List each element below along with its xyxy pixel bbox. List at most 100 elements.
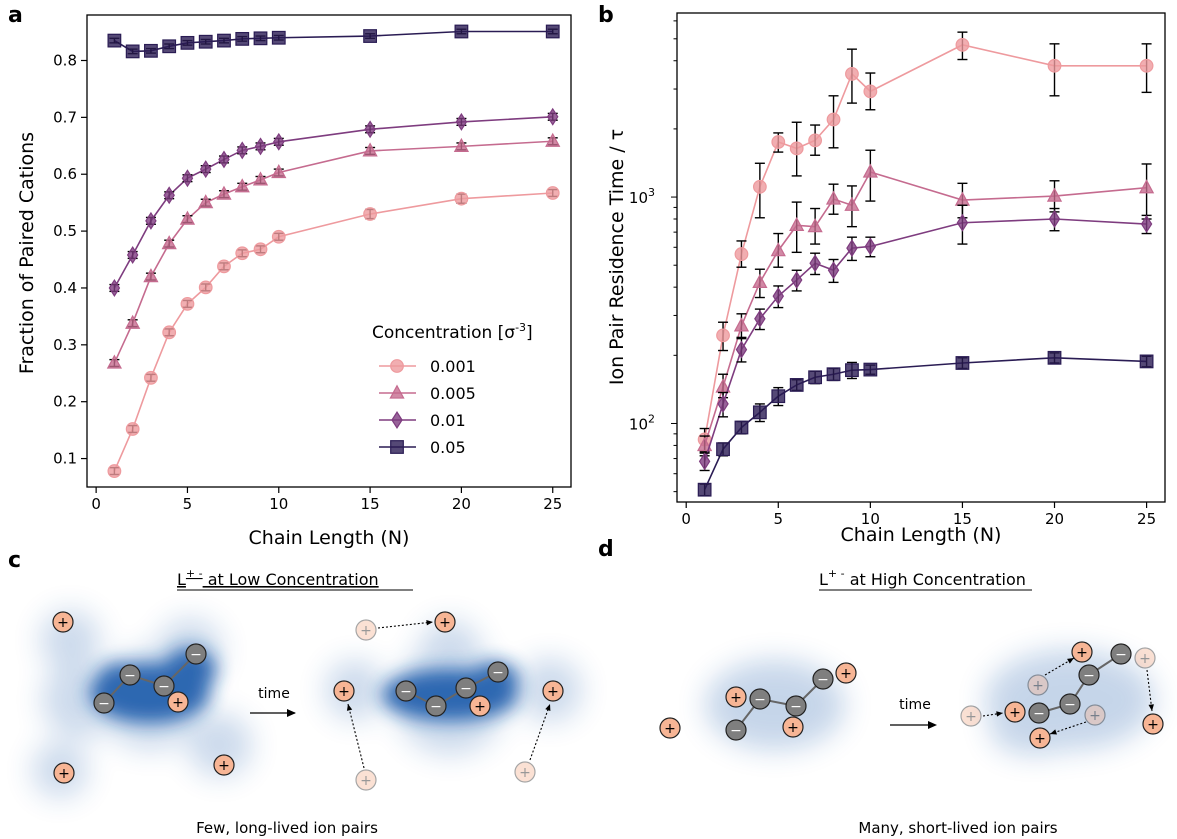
anion: − xyxy=(749,688,771,710)
ion-circle xyxy=(53,762,75,784)
data-point xyxy=(716,328,730,343)
data-point xyxy=(862,163,878,178)
minus-sign: − xyxy=(98,696,110,712)
ion-circle xyxy=(835,662,857,684)
data-point xyxy=(125,314,141,329)
ion-circle xyxy=(514,761,536,783)
y-tick-label: 0.4 xyxy=(53,279,77,297)
legend-marker xyxy=(389,384,405,399)
data-point xyxy=(198,194,214,209)
cation: + xyxy=(659,717,681,739)
series-line xyxy=(113,115,553,289)
chart-a-y-label: Fraction of Paired Cations xyxy=(16,132,38,374)
data-point xyxy=(863,84,878,99)
ion-circle xyxy=(542,680,564,702)
x-tick-label: 15 xyxy=(953,510,972,528)
plus-sign: + xyxy=(1139,651,1151,667)
minus-sign: − xyxy=(790,699,802,715)
series-0.05 xyxy=(107,24,560,59)
ion-circle xyxy=(812,668,834,690)
minus-sign: − xyxy=(190,647,202,663)
minus-sign: − xyxy=(817,672,829,688)
cation: + xyxy=(1134,647,1156,669)
anion: − xyxy=(185,643,207,665)
series-line xyxy=(703,171,1147,446)
data-point xyxy=(108,278,121,297)
ion-circle xyxy=(725,719,747,741)
plus-sign: + xyxy=(519,765,531,781)
series-0.001 xyxy=(697,31,1154,453)
series-0.01 xyxy=(698,204,1153,472)
data-point xyxy=(771,135,786,149)
data-point xyxy=(271,164,287,179)
ion-circle xyxy=(1110,643,1132,665)
anion: − xyxy=(725,719,747,741)
anion: − xyxy=(425,695,447,717)
ion-circle xyxy=(153,675,175,697)
cation: + xyxy=(960,705,982,727)
arrowhead xyxy=(1050,729,1057,735)
ion-circle xyxy=(1078,664,1100,686)
data-point xyxy=(1046,187,1063,202)
data-point xyxy=(362,142,378,157)
cation: + xyxy=(434,611,456,633)
minus-sign: − xyxy=(754,692,766,708)
ion-circle xyxy=(1029,727,1051,749)
chart-a-ticks: 0 5 10 15 20 25 0.1 0.2 0.3 0.4 0.5 0.6 0.7 0.8 xyxy=(53,51,562,513)
data-point xyxy=(217,259,231,274)
minus-sign: − xyxy=(492,665,504,681)
series-0.005 xyxy=(106,132,561,369)
data-point xyxy=(453,137,470,153)
ion-circle xyxy=(1134,647,1156,669)
polymer-chain xyxy=(103,653,197,704)
ion-circle xyxy=(659,717,681,739)
plus-sign: + xyxy=(218,758,230,774)
plus-sign: + xyxy=(664,721,676,737)
data-point xyxy=(179,210,196,225)
legend-entries: 0.001 0.005 0.01 0.05 xyxy=(379,357,476,457)
dashed-arrow xyxy=(529,703,551,761)
ion-circle xyxy=(425,695,447,717)
ion-circle xyxy=(487,661,509,683)
chart-b-x-label: Chain Length (N) xyxy=(841,524,1002,546)
arrowhead xyxy=(346,704,353,711)
cation: + xyxy=(469,695,491,717)
ion-circle xyxy=(1071,641,1093,663)
ion-circle xyxy=(167,691,189,713)
data-point xyxy=(216,185,232,200)
data-point xyxy=(772,287,785,306)
data-point xyxy=(161,235,177,250)
data-point xyxy=(698,452,711,471)
data-point xyxy=(363,29,377,43)
ion-circle xyxy=(960,705,982,727)
anion: − xyxy=(1028,702,1050,724)
cation: + xyxy=(1071,641,1093,663)
schematic-c-time-label: time xyxy=(258,686,290,702)
data-point xyxy=(198,34,213,49)
data-point xyxy=(809,254,821,273)
data-point xyxy=(254,137,267,156)
data-point xyxy=(844,196,860,211)
data-point xyxy=(789,216,805,231)
cation: + xyxy=(1084,704,1106,726)
series-line xyxy=(113,30,553,53)
minus-sign: − xyxy=(158,679,170,695)
data-point xyxy=(363,207,377,221)
data-point xyxy=(734,420,749,435)
panel-label-d: d xyxy=(598,537,614,562)
cation: + xyxy=(782,716,804,738)
data-point xyxy=(271,229,286,244)
x-tick-label: 20 xyxy=(452,495,471,513)
data-point xyxy=(218,150,230,169)
schematic-d-caption: Many, short-lived ion pairs xyxy=(858,819,1057,837)
series-0.01 xyxy=(108,107,559,297)
y-tick-label: 0.8 xyxy=(53,51,77,69)
data-point xyxy=(734,247,749,261)
data-point xyxy=(199,160,212,179)
data-point xyxy=(846,239,858,258)
legend-marker xyxy=(390,440,404,454)
minus-sign: − xyxy=(1033,706,1045,722)
data-point xyxy=(545,24,560,39)
data-point xyxy=(955,37,970,52)
